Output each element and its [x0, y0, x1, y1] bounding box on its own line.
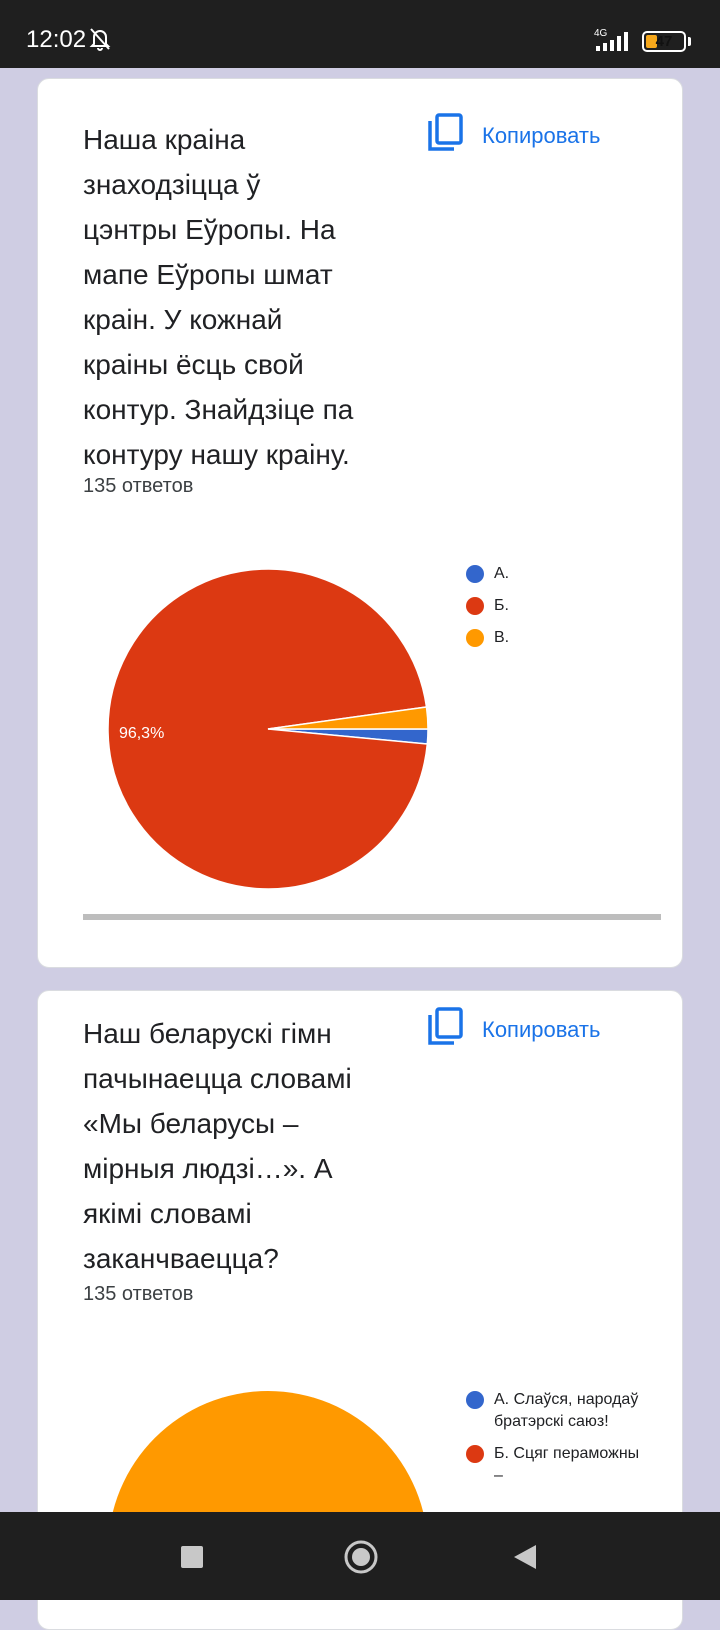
pie-slice — [107, 568, 429, 890]
back-icon[interactable] — [514, 1545, 536, 1574]
signal-icon — [592, 32, 632, 57]
legend-item-b[interactable]: Б. — [466, 595, 509, 617]
battery-icon: 47 — [642, 31, 686, 52]
legend-item-c[interactable]: В. — [466, 627, 509, 649]
horizontal-scrollbar[interactable] — [83, 914, 661, 920]
copy-icon — [426, 113, 464, 158]
battery-level: 47 — [655, 33, 673, 50]
legend-item-b[interactable]: Б. Сцяг пераможны – — [466, 1443, 644, 1487]
pie-chart: 96,3% — [107, 568, 429, 890]
copy-label: Копировать — [482, 1016, 601, 1042]
copy-button[interactable]: Копировать — [426, 1007, 600, 1052]
navigation-bar — [0, 1512, 720, 1600]
response-count: 135 ответов — [83, 475, 194, 497]
question-title: Наша краіна знаходзіцца ў цэнтры Еўропы.… — [83, 124, 354, 470]
question-title: Наш беларускі гімн пачынаецца словамі «М… — [83, 1018, 352, 1274]
status-bar: 12:02 4G 47 — [0, 0, 720, 68]
response-count: 135 ответов — [83, 1283, 194, 1305]
copy-button[interactable]: Копировать — [426, 113, 600, 158]
legend-item-a[interactable]: А. Слаўся, народаў братэрскі саюз! — [466, 1389, 644, 1433]
chart-legend: А. Б. В. — [466, 563, 509, 659]
home-icon[interactable] — [344, 1540, 378, 1579]
slice-label: 96,3% — [119, 725, 164, 742]
chart-legend: А. Слаўся, народаў братэрскі саюз! Б. Сц… — [466, 1389, 644, 1497]
legend-item-a[interactable]: А. — [466, 563, 509, 585]
question-card-1: Наша краіна знаходзіцца ў цэнтры Еўропы.… — [37, 78, 683, 968]
recents-icon[interactable] — [181, 1546, 203, 1573]
copy-icon — [426, 1007, 464, 1052]
pie-slice — [267, 706, 429, 730]
muted-bell-icon — [88, 26, 112, 57]
network-type: 4G — [594, 28, 608, 39]
status-time: 12:02 — [26, 26, 87, 53]
copy-label: Копировать — [482, 122, 601, 148]
